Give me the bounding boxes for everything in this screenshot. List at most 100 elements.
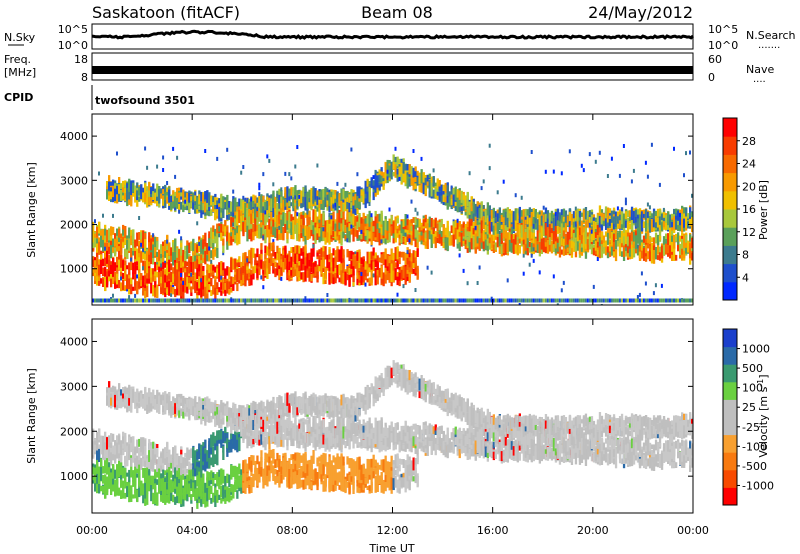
power-echo-cell: [412, 224, 415, 234]
power-echo-cell: [464, 224, 467, 233]
power-echo-cell: [376, 214, 379, 226]
power-echo-cell: [116, 256, 119, 266]
power-echo-cell: [424, 185, 427, 194]
power-echo-cell: [296, 267, 299, 277]
power-echo-cell: [574, 210, 578, 216]
power-echo-cell: [248, 216, 251, 227]
power-echo-cell: [176, 197, 179, 209]
power-echo-cell: [582, 239, 586, 253]
power-echo-cell: [260, 222, 263, 228]
power-echo-cell: [462, 228, 465, 237]
power-echo-cell: [570, 240, 574, 252]
power-echo-cell: [360, 275, 363, 286]
power-echo-cell: [172, 287, 175, 295]
power-nearrange-cell: [556, 298, 559, 303]
power-echo-cell: [568, 246, 572, 254]
power-echo-cell: [158, 271, 161, 285]
power-echo-cell: [210, 227, 213, 241]
power-echo-cell: [318, 259, 321, 267]
power-echo-cell: [356, 276, 359, 286]
power-nearrange-cell: [566, 298, 569, 303]
power-echo-cell: [322, 227, 325, 238]
power-echo-cell: [384, 265, 387, 278]
power-echo-cell: [342, 211, 345, 226]
power-echo-cell: [216, 289, 219, 295]
power-echo-cell: [120, 234, 123, 239]
power-echo-cell: [520, 216, 523, 221]
power-nearrange-cell: [532, 298, 535, 303]
power-echo-cell: [508, 232, 511, 244]
power-noise-cell: [532, 258, 535, 263]
power-echo-cell: [124, 226, 127, 239]
power-noise-cell: [268, 158, 271, 163]
power-nearrange-cell: [398, 298, 401, 303]
power-noise-cell: [162, 155, 165, 160]
power-echo-cell: [396, 228, 399, 234]
power-echo-cell: [168, 259, 171, 272]
power-echo-cell: [262, 227, 265, 235]
power-echo-cell: [374, 179, 377, 193]
power-echo-cell: [460, 190, 463, 203]
power-echo-cell: [248, 272, 251, 278]
power-echo-cell: [498, 235, 501, 247]
power-nearrange-cell: [156, 298, 159, 303]
power-echo-cell: [278, 214, 281, 224]
power-echo-cell: [340, 211, 343, 224]
power-noise-cell: [294, 195, 297, 200]
power-echo-cell: [492, 218, 495, 231]
power-echo-cell: [396, 156, 399, 167]
power-nearrange-cell: [422, 298, 425, 303]
power-noise-cell: [244, 197, 247, 202]
power-nearrange-cell: [552, 298, 555, 303]
power-echo-cell: [606, 232, 610, 243]
power-nearrange-cell: [262, 298, 265, 303]
power-echo-cell: [414, 267, 417, 273]
power-echo-cell: [434, 217, 437, 226]
power-echo-cell: [332, 229, 335, 237]
power-echo-cell: [270, 242, 273, 252]
power-echo-cell: [242, 222, 245, 234]
power-echo-cell: [502, 242, 505, 249]
power-echo-cell: [342, 273, 345, 285]
power-echo-cell: [118, 185, 121, 194]
power-echo-cell: [270, 194, 273, 203]
power-echo-cell: [186, 192, 189, 202]
power-echo-cell: [442, 238, 445, 243]
power-nearrange-cell: [574, 298, 577, 303]
power-echo-cell: [402, 255, 405, 261]
power-echo-cell: [310, 188, 313, 201]
power-echo-cell: [604, 231, 608, 237]
power-nearrange-cell: [114, 298, 116, 303]
power-echo-cell: [272, 263, 275, 270]
power-nearrange-cell: [432, 298, 435, 303]
power-heatmap-cells: [92, 142, 693, 305]
power-echo-cell: [298, 190, 301, 195]
power-nearrange-cell: [138, 298, 141, 303]
power-echo-cell: [472, 228, 475, 235]
power-echo-cell: [346, 191, 349, 199]
power-echo-cell: [106, 189, 109, 200]
power-echo-cell: [308, 210, 311, 223]
power-echo-cell: [474, 233, 477, 248]
power-echo-cell: [256, 212, 259, 225]
power-echo-cell: [336, 192, 339, 203]
power-echo-cell: [122, 195, 125, 200]
power-echo-cell: [178, 200, 181, 207]
power-noise-cell: [138, 216, 141, 220]
power-echo-cell: [216, 244, 219, 259]
power-nearrange-cell: [600, 298, 603, 303]
power-echo-cell: [156, 200, 159, 206]
power-echo-cell: [604, 218, 608, 230]
power-echo-cell: [396, 168, 399, 175]
power-echo-cell: [568, 211, 572, 222]
power-nearrange-cell: [342, 298, 345, 303]
power-echo-cell: [190, 286, 193, 293]
power-echo-cell: [220, 209, 223, 218]
power-echo-cell: [114, 282, 117, 289]
power-nearrange-cell: [580, 298, 583, 303]
power-echo-cell: [518, 218, 521, 225]
power-echo-cell: [306, 253, 309, 261]
power-echo-cell: [302, 228, 305, 237]
power-echo-cell: [574, 214, 578, 220]
power-echo-cell: [296, 190, 299, 203]
